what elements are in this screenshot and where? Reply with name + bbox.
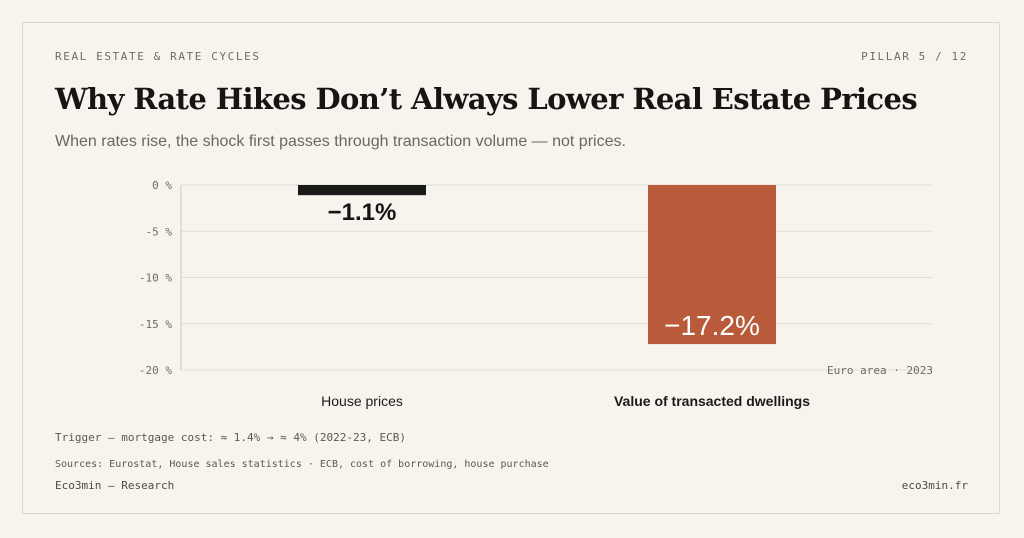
- data-label-transacted-dwellings: −17.2%: [664, 310, 760, 341]
- bar-transacted-dwellings: [648, 185, 776, 345]
- pillar-counter: PILLAR 5 / 12: [861, 50, 968, 63]
- page-subtitle: When rates rise, the shock first passes …: [55, 133, 626, 150]
- chart-annotation: Euro area · 2023: [827, 364, 933, 377]
- bar-house-prices: [298, 185, 426, 196]
- site-url: eco3min.fr: [901, 479, 968, 492]
- section-kicker: REAL ESTATE & RATE CYCLES: [55, 50, 261, 63]
- y-tick-labels: 0 % -5 % -10 % -15 % -20 %: [139, 179, 172, 377]
- y-tick-label: -5 %: [146, 225, 173, 238]
- gridlines: [181, 184, 933, 371]
- data-label-house-prices: −1.1%: [328, 199, 397, 226]
- sources-note: Sources: Eurostat, House sales statistic…: [55, 459, 549, 470]
- y-tick-label: -10 %: [139, 272, 172, 285]
- trigger-note: Trigger — mortgage cost: ≈ 1.4% → ≈ 4% (…: [55, 431, 406, 444]
- brand-credit: Eco3min — Research: [55, 479, 175, 492]
- card-frame: [22, 22, 1000, 514]
- bars: [298, 185, 776, 345]
- y-tick-label: 0 %: [152, 179, 172, 192]
- y-tick-label: -20 %: [139, 364, 172, 377]
- data-labels: −1.1% −17.2%: [328, 199, 760, 341]
- category-label-transacted-dwellings: Value of transacted dwellings: [613, 393, 811, 409]
- y-tick-label: -15 %: [139, 318, 172, 331]
- page-title: Why Rate Hikes Don’t Always Lower Real E…: [55, 82, 918, 116]
- category-label-house-prices: House prices: [321, 393, 403, 409]
